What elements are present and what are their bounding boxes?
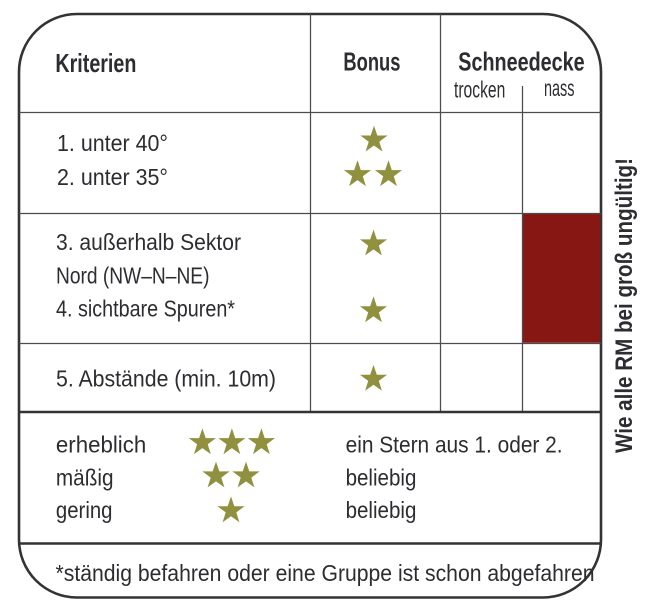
svg-text:erheblich: erheblich [56, 432, 146, 458]
svg-text:gering: gering [56, 497, 113, 523]
svg-text:Nord (NW–N–NE): Nord (NW–N–NE) [56, 262, 210, 288]
svg-text:Schneedecke: Schneedecke [458, 47, 584, 77]
svg-text:beliebig: beliebig [346, 497, 417, 523]
svg-text:mäßig: mäßig [56, 464, 114, 490]
svg-text:ein Stern aus 1. oder 2.: ein Stern aus 1. oder 2. [346, 432, 563, 458]
svg-text:beliebig: beliebig [346, 464, 417, 490]
svg-text:5. Abstände (min. 10m): 5. Abstände (min. 10m) [56, 365, 276, 391]
svg-text:3. außerhalb Sektor: 3. außerhalb Sektor [56, 229, 241, 255]
svg-text:*ständig befahren oder eine Gr: *ständig befahren oder eine Gruppe ist s… [56, 560, 595, 586]
svg-text:4. sichtbare Spuren*: 4. sichtbare Spuren* [56, 296, 235, 322]
svg-text:2. unter 35°: 2. unter 35° [57, 164, 168, 190]
svg-text:1. unter 40°: 1. unter 40° [57, 130, 168, 156]
svg-text:Wie alle RM bei groß ungültig!: Wie alle RM bei groß ungültig! [611, 158, 638, 453]
svg-text:nass: nass [544, 75, 575, 101]
svg-text:Bonus: Bonus [343, 47, 400, 77]
svg-text:Kriterien: Kriterien [55, 48, 136, 78]
svg-text:trocken: trocken [454, 77, 505, 103]
